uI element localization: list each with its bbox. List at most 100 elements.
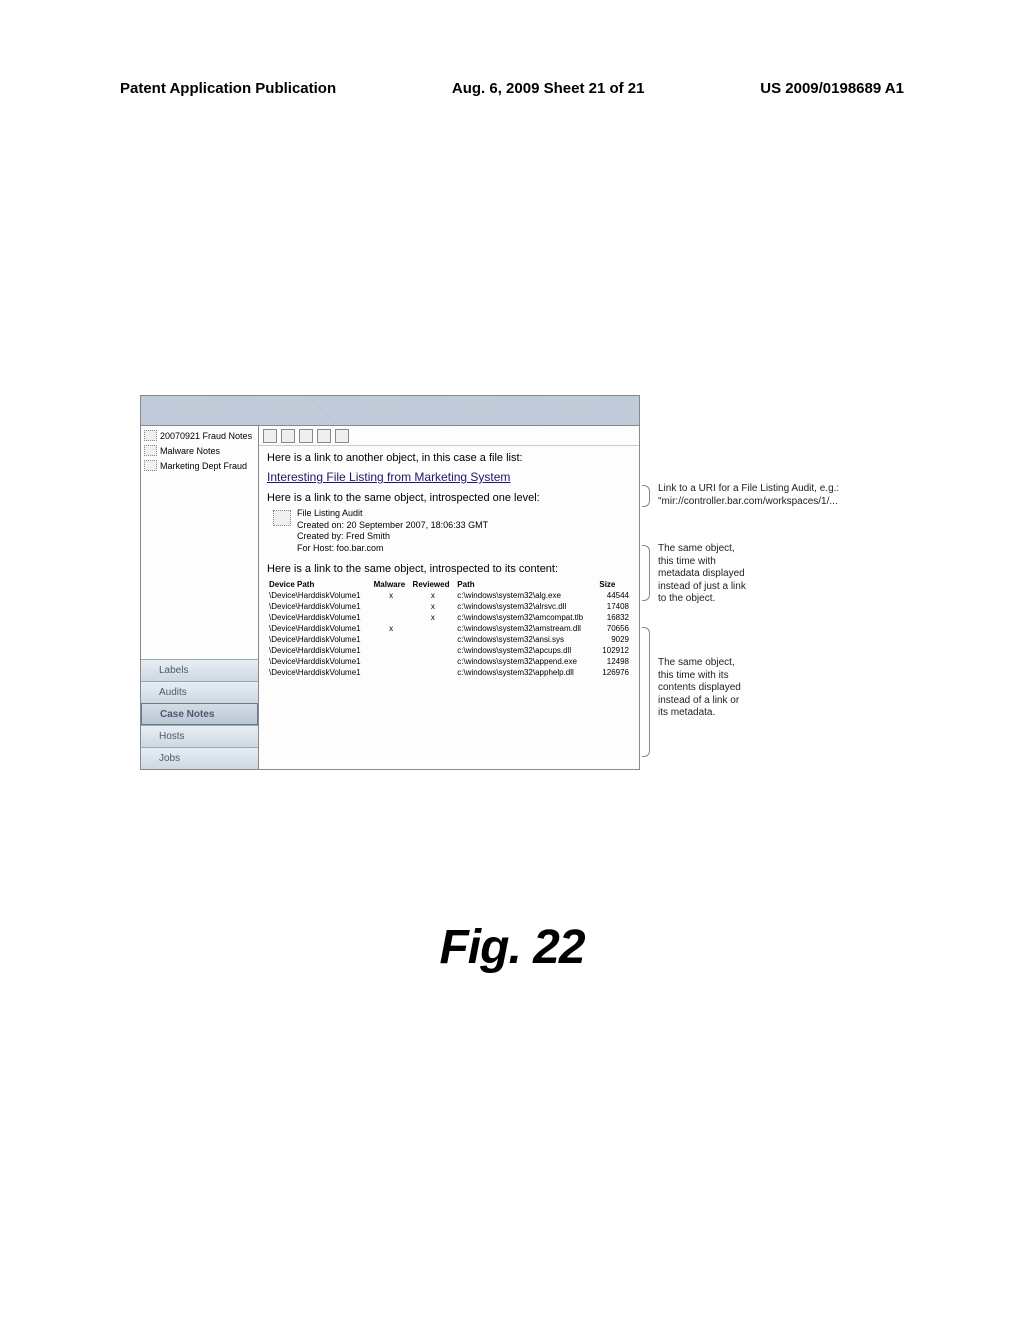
table-cell: 126976 <box>597 667 631 678</box>
sidebar-item-malware-notes[interactable]: Malware Notes <box>143 443 256 458</box>
table-cell: 17408 <box>597 601 631 612</box>
table-cell: x <box>411 601 456 612</box>
sidebar-top: 20070921 Fraud Notes Malware Notes Marke… <box>141 426 258 659</box>
toolbar-icon-1[interactable] <box>263 429 277 443</box>
callout-2: The same object, this time with metadata… <box>658 543 798 606</box>
col-path: Path <box>455 579 597 590</box>
sidebar-accordion-hosts[interactable]: Hosts <box>141 725 258 747</box>
sidebar-item-fraud-notes[interactable]: 20070921 Fraud Notes <box>143 428 256 443</box>
table-cell <box>372 667 411 678</box>
table-cell <box>372 656 411 667</box>
table-cell: x <box>411 612 456 623</box>
file-audit-icon <box>273 510 291 526</box>
meta-created-on: Created on: 20 September 2007, 18:06:33 … <box>297 520 488 532</box>
file-table: Device Path Malware Reviewed Path Size \… <box>267 579 631 678</box>
toolbar-icon-4[interactable] <box>317 429 331 443</box>
table-cell <box>411 667 456 678</box>
sidebar-accordion-case-notes[interactable]: Case Notes <box>141 703 258 725</box>
callout-bracket-3 <box>642 627 650 757</box>
table-cell <box>372 634 411 645</box>
table-cell: \Device\HarddiskVolume1 <box>267 667 372 678</box>
header-center: Aug. 6, 2009 Sheet 21 of 21 <box>452 80 645 97</box>
page-header: Patent Application Publication Aug. 6, 2… <box>120 80 904 97</box>
file-listing-link[interactable]: Interesting File Listing from Marketing … <box>267 470 510 484</box>
note-icon <box>144 445 157 456</box>
app-frame: 20070921 Fraud Notes Malware Notes Marke… <box>140 395 640 770</box>
sidebar-accordion-jobs[interactable]: Jobs <box>141 747 258 769</box>
table-row: \Device\HarddiskVolume1x c:\windows\syste… <box>267 623 631 634</box>
col-device-path: Device Path <box>267 579 372 590</box>
table-cell: \Device\HarddiskVolume1 <box>267 623 372 634</box>
diagram-container: 20070921 Fraud Notes Malware Notes Marke… <box>140 395 870 770</box>
table-cell: 9029 <box>597 634 631 645</box>
table-row: \Device\HarddiskVolume1 c:\windows\system… <box>267 634 631 645</box>
col-size: Size <box>597 579 631 590</box>
figure-label: Fig. 22 <box>0 920 1024 975</box>
table-cell: c:\windows\system32\alrsvc.dll <box>455 601 597 612</box>
col-malware: Malware <box>372 579 411 590</box>
table-cell: 102912 <box>597 645 631 656</box>
table-cell: \Device\HarddiskVolume1 <box>267 634 372 645</box>
callout-bracket-1 <box>642 485 650 507</box>
table-cell: 12498 <box>597 656 631 667</box>
table-cell <box>411 656 456 667</box>
table-row: \Device\HarddiskVolume1 xc:\windows\syste… <box>267 612 631 623</box>
col-reviewed: Reviewed <box>411 579 456 590</box>
sidebar-accordion-labels[interactable]: Labels <box>141 659 258 681</box>
table-cell: c:\windows\system32\apcups.dll <box>455 645 597 656</box>
app-topbar <box>141 396 639 426</box>
meta-lines: File Listing Audit Created on: 20 Septem… <box>297 508 488 555</box>
content: Here is a link to another object, in thi… <box>259 446 639 769</box>
callout-1: Link to a URI for a File Listing Audit, … <box>658 483 868 508</box>
table-cell: \Device\HarddiskVolume1 <box>267 645 372 656</box>
table-cell: c:\windows\system32\apphelp.dll <box>455 667 597 678</box>
sidebar: 20070921 Fraud Notes Malware Notes Marke… <box>141 426 259 769</box>
table-cell: \Device\HarddiskVolume1 <box>267 612 372 623</box>
table-cell <box>411 623 456 634</box>
table-cell <box>411 645 456 656</box>
table-cell: 44544 <box>597 590 631 601</box>
table-row: \Device\HarddiskVolume1xc:\windows\syste… <box>267 601 631 612</box>
meta-title: File Listing Audit <box>297 508 488 520</box>
table-cell: x <box>372 590 411 601</box>
table-cell: x <box>372 623 411 634</box>
meta-block: File Listing Audit Created on: 20 Septem… <box>273 508 631 555</box>
table-cell: 16832 <box>597 612 631 623</box>
table-row: \Device\HarddiskVolume1xxc:\windows\syst… <box>267 590 631 601</box>
header-right: US 2009/0198689 A1 <box>760 80 904 97</box>
table-row: \Device\HarddiskVolume1 c:\windows\system… <box>267 667 631 678</box>
note-icon <box>144 460 157 471</box>
toolbar-icon-5[interactable] <box>335 429 349 443</box>
table-cell: c:\windows\system32\amstream.dll <box>455 623 597 634</box>
note-icon <box>144 430 157 441</box>
toolbar-icon-2[interactable] <box>281 429 295 443</box>
meta-created-by: Created by: Fred Smith <box>297 531 488 543</box>
sidebar-accordion-audits[interactable]: Audits <box>141 681 258 703</box>
table-cell: 70656 <box>597 623 631 634</box>
table-row: \Device\HarddiskVolume1c:\windows\system… <box>267 656 631 667</box>
app-body: 20070921 Fraud Notes Malware Notes Marke… <box>141 426 639 769</box>
sidebar-bottom: Labels Audits Case Notes Hosts Jobs <box>141 659 258 769</box>
header-left: Patent Application Publication <box>120 80 336 97</box>
sidebar-item-label: Malware Notes <box>160 446 220 456</box>
sidebar-item-label: 20070921 Fraud Notes <box>160 431 252 441</box>
toolbar-icon-3[interactable] <box>299 429 313 443</box>
table-cell: c:\windows\system32\ansi.sys <box>455 634 597 645</box>
table-cell: c:\windows\system32\alg.exe <box>455 590 597 601</box>
table-row: \Device\HarddiskVolume1 c:\windows\system… <box>267 645 631 656</box>
table-cell: c:\windows\system32\amcompat.tlb <box>455 612 597 623</box>
table-cell: \Device\HarddiskVolume1 <box>267 656 372 667</box>
sidebar-item-marketing-fraud[interactable]: Marketing Dept Fraud <box>143 458 256 473</box>
sidebar-item-label: Marketing Dept Fraud <box>160 461 247 471</box>
meta-for-host: For Host: foo.bar.com <box>297 543 488 555</box>
main-area: Here is a link to another object, in thi… <box>259 426 639 769</box>
callout-3: The same object, this time with its cont… <box>658 657 798 720</box>
table-cell: \Device\HarddiskVolume1 <box>267 590 372 601</box>
table-cell <box>372 601 411 612</box>
toolbar <box>259 426 639 446</box>
table-header-row: Device Path Malware Reviewed Path Size <box>267 579 631 590</box>
content-line-3: Here is a link to the same object, intro… <box>267 563 631 575</box>
content-line-2: Here is a link to the same object, intro… <box>267 492 631 504</box>
table-cell <box>372 612 411 623</box>
table-cell: x <box>411 590 456 601</box>
